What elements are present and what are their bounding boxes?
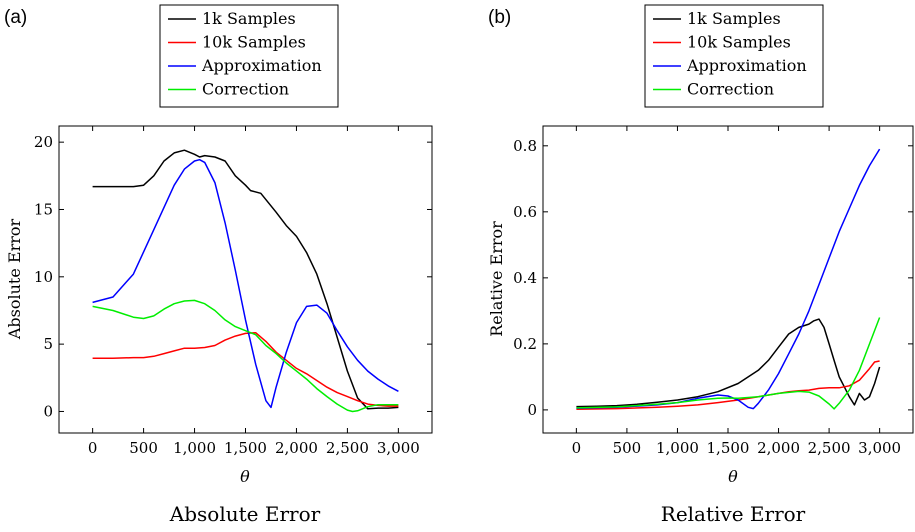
panel-b: (b) 1k Samples 10k Samples Approximation Co… (487, 4, 914, 526)
y-axis-label: Relative Error (487, 221, 506, 337)
y-tick-label: 0 (43, 402, 53, 420)
series-line-approximation (92, 158, 399, 409)
legend-label: Correction (687, 80, 774, 99)
y-tick-label: 0.4 (513, 269, 537, 287)
series-line-approximation (576, 148, 881, 410)
caption: Relative Error (661, 502, 806, 526)
series-line-correction (92, 299, 399, 413)
x-tick-label: 1,000 (173, 439, 216, 457)
y-ticks: 0 5 10 15 20 (34, 133, 432, 420)
series-lines (92, 149, 399, 413)
y-tick-label: 0.2 (513, 335, 537, 353)
x-ticks: 0 500 1,000 1,500 2,000 2,500 3,000 (572, 126, 901, 457)
x-tick-label: 1,500 (224, 439, 267, 457)
series-line-correction (576, 317, 881, 410)
x-tick-label: 2,000 (757, 439, 800, 457)
legend-label: Approximation (201, 56, 322, 75)
x-tick-label: 2,500 (808, 439, 851, 457)
series-line-1k-samples (576, 318, 881, 408)
x-tick-label: 0 (572, 439, 582, 457)
y-ticks: 0 0.2 0.4 0.6 0.8 (513, 137, 913, 419)
legend-label: 10k Samples (202, 33, 306, 52)
y-tick-label: 5 (43, 335, 53, 353)
y-tick-label: 10 (34, 268, 53, 286)
x-tick-label: 2,500 (326, 439, 369, 457)
x-tick-label: 3,000 (858, 439, 901, 457)
legend-label: Correction (202, 80, 289, 99)
x-axis-label: θ (728, 467, 738, 486)
y-axis-label: Absolute Error (5, 219, 24, 341)
x-tick-label: 3,000 (377, 439, 420, 457)
series-lines (576, 148, 881, 410)
legend: 1k Samples 10k Samples Approximation Correc… (644, 4, 824, 108)
x-axis-label: θ (240, 467, 250, 486)
legend-label: 1k Samples (202, 9, 296, 28)
panel-letter: (a) (4, 7, 27, 28)
x-tick-label: 500 (129, 439, 158, 457)
legend-entries: 1k Samples 10k Samples Approximation Correc… (653, 9, 807, 99)
panel-a: (a) 1k Samples 10k Samples Approximation Co… (4, 4, 433, 526)
panel-letter: (b) (488, 7, 511, 28)
legend-entries: 1k Samples 10k Samples Approximation Correc… (168, 9, 322, 99)
x-tick-label: 0 (88, 439, 98, 457)
caption: Absolute Error (169, 502, 321, 526)
series-line-10k-samples (92, 331, 399, 407)
y-tick-label: 0.6 (513, 203, 537, 221)
legend-label: Approximation (686, 56, 807, 75)
x-tick-label: 1,500 (707, 439, 750, 457)
legend-label: 1k Samples (687, 9, 781, 28)
y-tick-label: 0.8 (513, 137, 537, 155)
x-tick-label: 2,000 (275, 439, 318, 457)
y-tick-label: 20 (34, 133, 53, 151)
series-line-1k-samples (92, 149, 399, 410)
x-tick-label: 500 (613, 439, 642, 457)
legend-label: 10k Samples (687, 33, 791, 52)
y-tick-label: 0 (527, 401, 537, 419)
x-tick-label: 1,000 (656, 439, 699, 457)
y-tick-label: 15 (34, 200, 53, 218)
legend: 1k Samples 10k Samples Approximation Correc… (159, 4, 339, 108)
x-ticks: 0 500 1,000 1,500 2,000 2,500 3,000 (88, 126, 420, 457)
